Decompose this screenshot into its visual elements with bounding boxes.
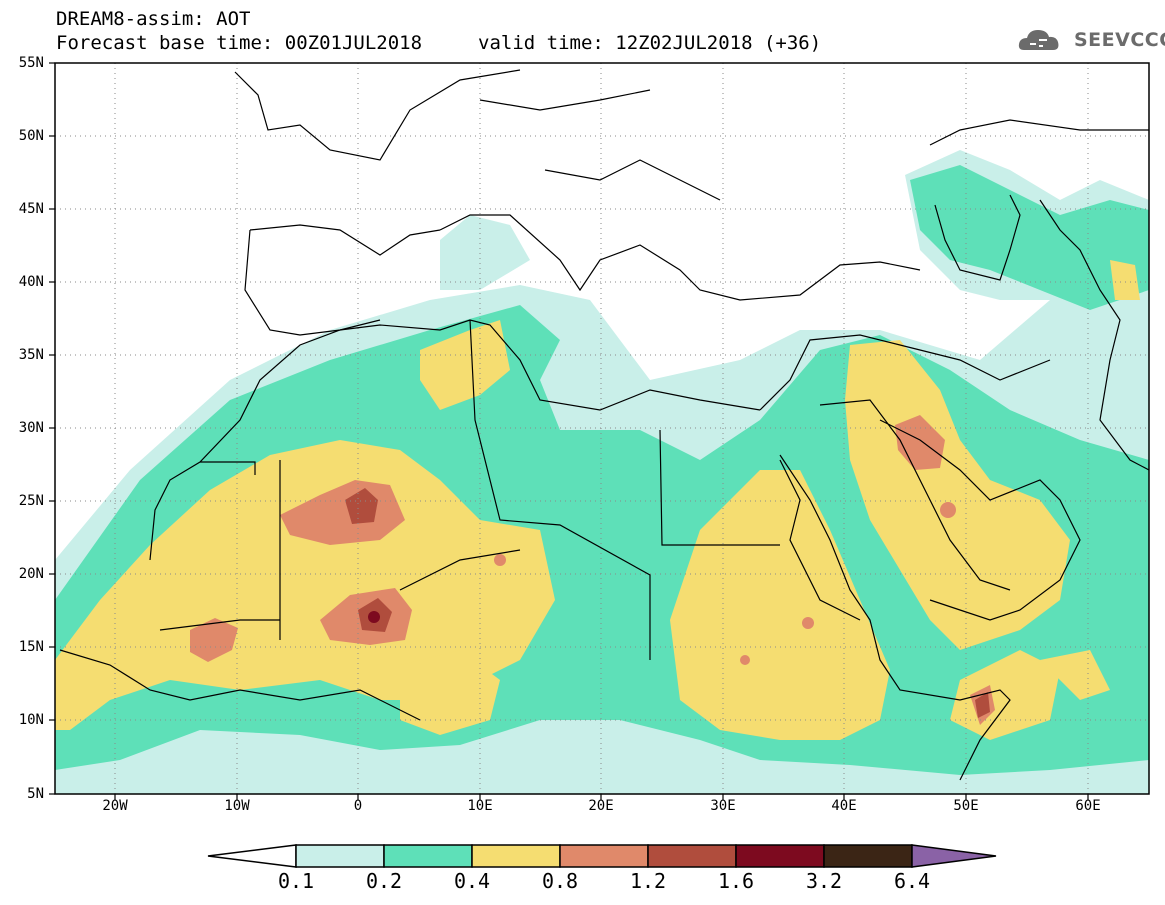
lat-label: 50N [18, 128, 44, 144]
lat-label: 40N [18, 274, 44, 290]
lat-label: 45N [18, 201, 44, 217]
lat-label: 30N [18, 420, 44, 436]
seevccc-logo-text: SEEVCCC [1074, 29, 1165, 51]
lat-label: 35N [18, 347, 44, 363]
colorbar-label: 1.2 [629, 869, 667, 893]
lon-label: 0 [353, 798, 363, 814]
axis-ticks [49, 62, 1089, 800]
colorbar-label: 6.4 [893, 869, 931, 893]
lat-label: 55N [18, 55, 44, 71]
graticule [55, 63, 1149, 794]
colorbar-label: 0.4 [453, 869, 491, 893]
lat-label: 5N [27, 786, 44, 802]
lon-label: 10W [224, 798, 250, 814]
lat-label: 25N [18, 493, 44, 509]
lon-label: 60E [1075, 798, 1101, 814]
lon-label: 20E [588, 798, 614, 814]
lon-label: 20W [102, 798, 128, 814]
colorbar-label: 0.8 [541, 869, 579, 893]
aot-band-0.4 [55, 260, 1140, 740]
lon-label: 50E [953, 798, 979, 814]
colorbar-label: 1.6 [717, 869, 755, 893]
colorbar-label: 0.2 [365, 869, 403, 893]
forecast-base-time: Forecast base time: 00Z01JUL2018 [56, 32, 423, 54]
valid-time: valid time: 12Z02JUL2018 (+36) [478, 32, 822, 54]
aot-band-1.6 [368, 611, 380, 623]
cloud-icon [1018, 30, 1059, 50]
lat-label: 15N [18, 639, 44, 655]
lat-label: 10N [18, 712, 44, 728]
coastlines [59, 69, 1149, 781]
colorbar-label: 3.2 [805, 869, 843, 893]
lon-label: 40E [831, 798, 857, 814]
lat-label: 20N [18, 566, 44, 582]
map-title: DREAM8-assim: AOT [56, 8, 251, 30]
lon-label: 30E [710, 798, 736, 814]
lon-label: 10E [467, 798, 493, 814]
colorbar-label: 0.1 [277, 869, 315, 893]
